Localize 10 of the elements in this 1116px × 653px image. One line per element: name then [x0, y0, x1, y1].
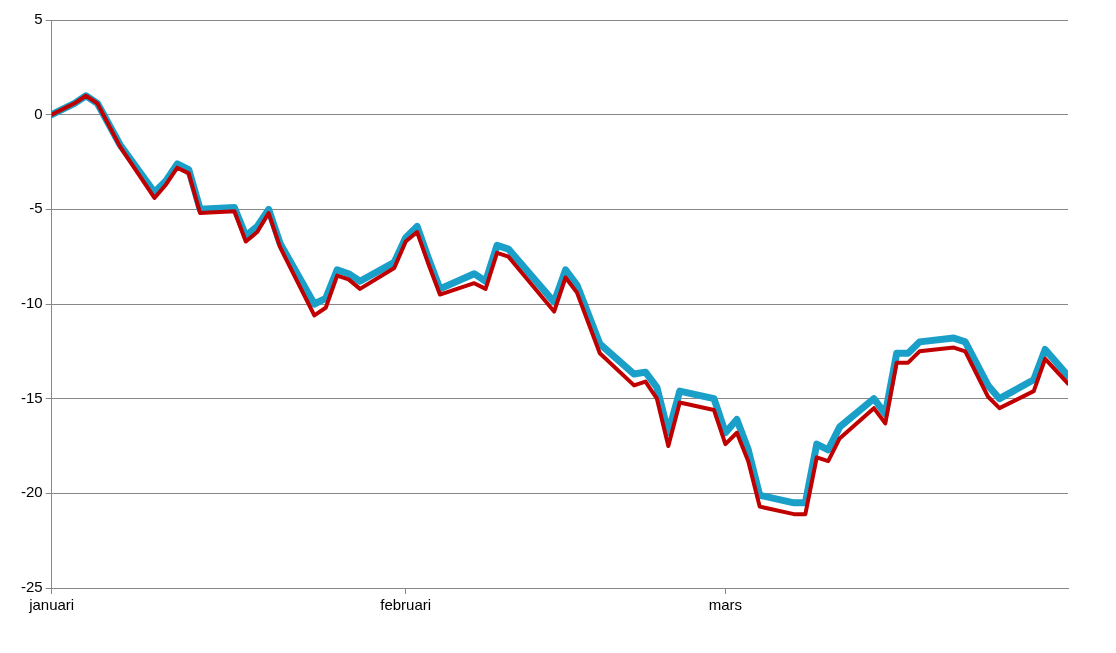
- y-tick-label: -5: [29, 199, 43, 217]
- y-tick-label: 5: [34, 10, 43, 28]
- x-tick-label: mars: [708, 596, 743, 614]
- y-tick-label: -15: [20, 388, 43, 406]
- y-tick-label: -20: [20, 483, 43, 501]
- y-tick-label: -25: [20, 578, 43, 596]
- x-tick-label: januari: [28, 596, 75, 614]
- y-tick-label: 0: [34, 104, 43, 122]
- y-tick-label: -10: [20, 294, 43, 312]
- x-tick-label: februari: [380, 596, 432, 614]
